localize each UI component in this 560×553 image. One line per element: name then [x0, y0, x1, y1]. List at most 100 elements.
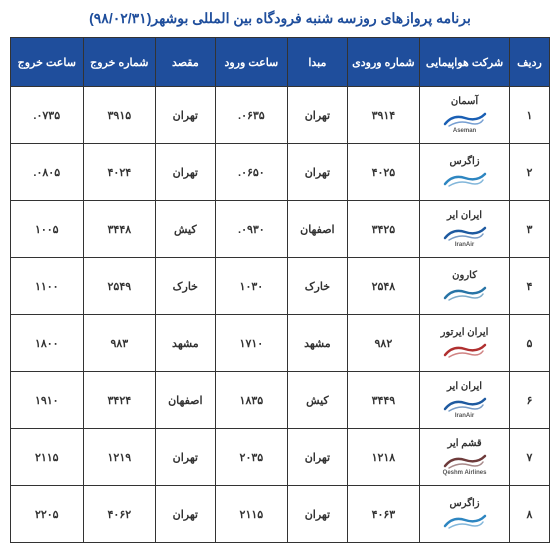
cell-time-out: ۱۸۰۰: [11, 315, 84, 372]
airline-logo: [443, 512, 487, 530]
cell-dest: تهران: [156, 144, 216, 201]
airline-latin: Aseman: [422, 128, 507, 134]
airline-name: زاگرس: [422, 498, 507, 510]
cell-time-in: ۲۱۱۵: [215, 486, 288, 543]
table-row: ۸زاگرس۴۰۶۳تهران۲۱۱۵تهران۴۰۶۲۲۲۰۵: [11, 486, 550, 543]
cell-flight-in: ۲۵۴۸: [347, 258, 420, 315]
cell-time-in: ۱۸۳۵: [215, 372, 288, 429]
cell-flight-out: ۴۰۲۴: [83, 144, 156, 201]
table-row: ۷قشم ایرQeshm Airlines۱۲۱۸تهران۲۰۳۵تهران…: [11, 429, 550, 486]
cell-origin: تهران: [288, 87, 348, 144]
cell-flight-out: ۳۴۲۴: [83, 372, 156, 429]
airline-logo: [443, 284, 487, 302]
airline-name: کارون: [422, 270, 507, 282]
cell-airline: قشم ایر Qeshm Airlines: [420, 429, 510, 486]
cell-row-num: ۳: [509, 201, 549, 258]
cell-dest: مشهد: [156, 315, 216, 372]
cell-row-num: ۶: [509, 372, 549, 429]
cell-time-out: ۰۷۳۵.: [11, 87, 84, 144]
cell-row-num: ۵: [509, 315, 549, 372]
cell-dest: اصفهان: [156, 372, 216, 429]
header-row-num: ردیف: [509, 38, 549, 87]
airline-name: زاگرس: [422, 156, 507, 168]
cell-time-out: ۲۱۱۵: [11, 429, 84, 486]
cell-time-in: ۲۰۳۵: [215, 429, 288, 486]
cell-row-num: ۸: [509, 486, 549, 543]
cell-flight-out: ۴۰۶۲: [83, 486, 156, 543]
table-row: ۳ایران ایر IranAir۳۴۲۵اصفهان۰۹۳۰.کیش۳۴۴۸۱…: [11, 201, 550, 258]
cell-flight-out: ۲۵۴۹: [83, 258, 156, 315]
cell-dest: تهران: [156, 429, 216, 486]
airline-name: ایران ایرتور: [422, 327, 507, 339]
cell-dest: کیش: [156, 201, 216, 258]
cell-time-in: ۰۶۵۰.: [215, 144, 288, 201]
airline-latin: Qeshm Airlines: [422, 470, 507, 476]
cell-time-out: ۰۸۰۵.: [11, 144, 84, 201]
cell-flight-in: ۹۸۲: [347, 315, 420, 372]
cell-flight-in: ۴۰۲۵: [347, 144, 420, 201]
cell-row-num: ۲: [509, 144, 549, 201]
cell-time-out: ۱۹۱۰: [11, 372, 84, 429]
cell-flight-out: ۹۸۳: [83, 315, 156, 372]
airline-name: ایران ایر: [422, 381, 507, 393]
cell-airline: زاگرس: [420, 486, 510, 543]
airline-logo: [443, 395, 487, 413]
cell-origin: تهران: [288, 144, 348, 201]
cell-origin: مشهد: [288, 315, 348, 372]
cell-time-in: ۱۷۱۰: [215, 315, 288, 372]
cell-airline: ایران ایر IranAir: [420, 372, 510, 429]
cell-row-num: ۱: [509, 87, 549, 144]
header-origin: مبدا: [288, 38, 348, 87]
airline-latin: IranAir: [422, 242, 507, 248]
cell-row-num: ۷: [509, 429, 549, 486]
cell-time-in: ۰۹۳۰.: [215, 201, 288, 258]
airline-logo: [443, 452, 487, 470]
table-row: ۴کارون۲۵۴۸خارک۱۰۳۰خارک۲۵۴۹۱۱۰۰: [11, 258, 550, 315]
table-row: ۵ایران ایرتور۹۸۲مشهد۱۷۱۰مشهد۹۸۳۱۸۰۰: [11, 315, 550, 372]
header-row: ردیف شرکت هواپیمایی شماره ورودی مبدا ساع…: [11, 38, 550, 87]
cell-airline: زاگرس: [420, 144, 510, 201]
cell-origin: خارک: [288, 258, 348, 315]
cell-origin: تهران: [288, 429, 348, 486]
cell-row-num: ۴: [509, 258, 549, 315]
flight-table: ردیف شرکت هواپیمایی شماره ورودی مبدا ساع…: [10, 37, 550, 543]
cell-airline: کارون: [420, 258, 510, 315]
cell-origin: تهران: [288, 486, 348, 543]
cell-dest: تهران: [156, 87, 216, 144]
cell-airline: ایران ایرتور: [420, 315, 510, 372]
cell-time-out: ۲۲۰۵: [11, 486, 84, 543]
header-time-in: ساعت ورود: [215, 38, 288, 87]
cell-dest: تهران: [156, 486, 216, 543]
header-dest: مقصد: [156, 38, 216, 87]
airline-logo: [443, 341, 487, 359]
cell-flight-in: ۳۴۲۵: [347, 201, 420, 258]
cell-airline: ایران ایر IranAir: [420, 201, 510, 258]
airline-name: ایران ایر: [422, 210, 507, 222]
cell-time-in: ۱۰۳۰: [215, 258, 288, 315]
airline-latin: IranAir: [422, 413, 507, 419]
schedule-container: برنامه پروازهای روزسه شنبه فرودگاه بین ا…: [10, 10, 550, 543]
airline-name: آسمان: [422, 96, 507, 108]
cell-flight-in: ۴۰۶۳: [347, 486, 420, 543]
airline-logo: [443, 110, 487, 128]
cell-time-out: ۱۰۰۵: [11, 201, 84, 258]
airline-logo: [443, 170, 487, 188]
cell-flight-out: ۱۲۱۹: [83, 429, 156, 486]
page-title: برنامه پروازهای روزسه شنبه فرودگاه بین ا…: [10, 10, 550, 27]
cell-flight-out: ۳۹۱۵: [83, 87, 156, 144]
table-row: ۱آسمانAseman۳۹۱۴تهران۰۶۳۵.تهران۳۹۱۵۰۷۳۵.: [11, 87, 550, 144]
header-flight-out: شماره خروج: [83, 38, 156, 87]
cell-origin: اصفهان: [288, 201, 348, 258]
header-airline: شرکت هواپیمایی: [420, 38, 510, 87]
cell-dest: خارک: [156, 258, 216, 315]
cell-time-in: ۰۶۳۵.: [215, 87, 288, 144]
cell-airline: آسمان Aseman: [420, 87, 510, 144]
cell-time-out: ۱۱۰۰: [11, 258, 84, 315]
table-row: ۲زاگرس۴۰۲۵تهران۰۶۵۰.تهران۴۰۲۴۰۸۰۵.: [11, 144, 550, 201]
table-row: ۶ایران ایرIranAir۳۴۴۹کیش۱۸۳۵اصفهان۳۴۲۴۱۹…: [11, 372, 550, 429]
table-body: ۱آسمانAseman۳۹۱۴تهران۰۶۳۵.تهران۳۹۱۵۰۷۳۵.…: [11, 87, 550, 543]
cell-flight-out: ۳۴۴۸: [83, 201, 156, 258]
cell-flight-in: ۳۹۱۴: [347, 87, 420, 144]
airline-name: قشم ایر: [422, 438, 507, 450]
cell-flight-in: ۳۴۴۹: [347, 372, 420, 429]
